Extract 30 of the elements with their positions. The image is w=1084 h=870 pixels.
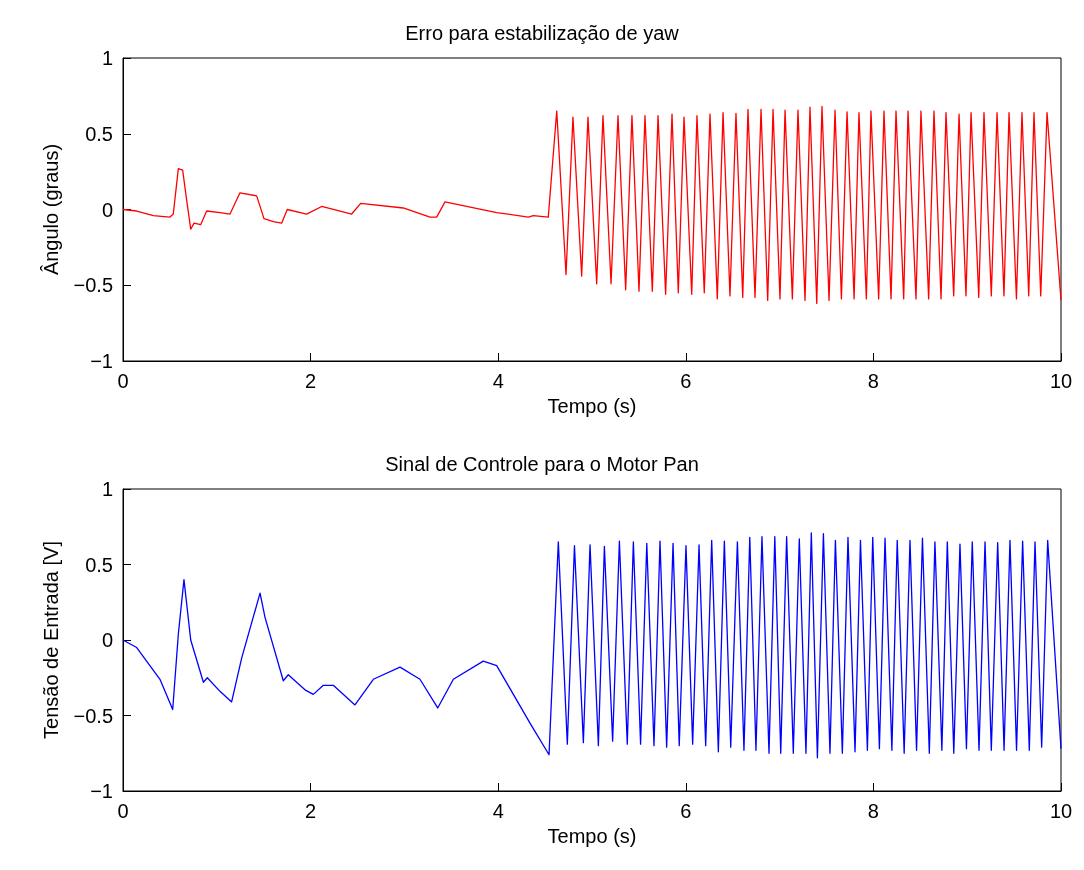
line-series [122,105,1062,305]
y-tick-label: −0.5 [73,704,113,727]
x-tick-label: 2 [305,800,317,822]
x-tick-label: 2 [305,370,317,392]
y-tick-label: 0.5 [85,553,113,576]
y-tick-label: 1 [101,47,113,69]
x-axis-title: Tempo (s) [547,824,637,847]
x-tick-label: 4 [492,800,504,822]
x-tick-label: 6 [680,370,692,392]
x-tick-label: 0 [117,370,129,392]
x-tick-label: 10 [1049,370,1073,392]
chart-title: Sinal de Controle para o Motor Pan [385,453,699,475]
y-axis-title: Tensão de Entrada [V] [40,541,62,739]
y-tick-label: 0 [101,198,113,221]
x-axis-title: Tempo (s) [547,394,637,417]
x-tick-label: 10 [1049,800,1073,822]
x-tick-label: 4 [492,370,504,392]
y-tick-label: −1 [90,350,113,372]
y-tick-label: −0.5 [73,274,113,297]
y-tick-label: −1 [90,780,113,802]
x-tick-label: 8 [867,800,879,822]
x-tick-label: 0 [117,800,129,822]
y-axis-title: Ângulo (graus) [40,143,62,276]
y-tick-label: 0 [101,629,113,651]
x-tick-label: 6 [680,800,692,822]
y-tick-label: 0.5 [85,122,113,145]
line-series [122,532,1062,759]
chart-title: Erro para estabilização de yaw [405,22,680,44]
y-tick-label: 1 [101,478,113,500]
x-tick-label: 8 [867,370,879,392]
